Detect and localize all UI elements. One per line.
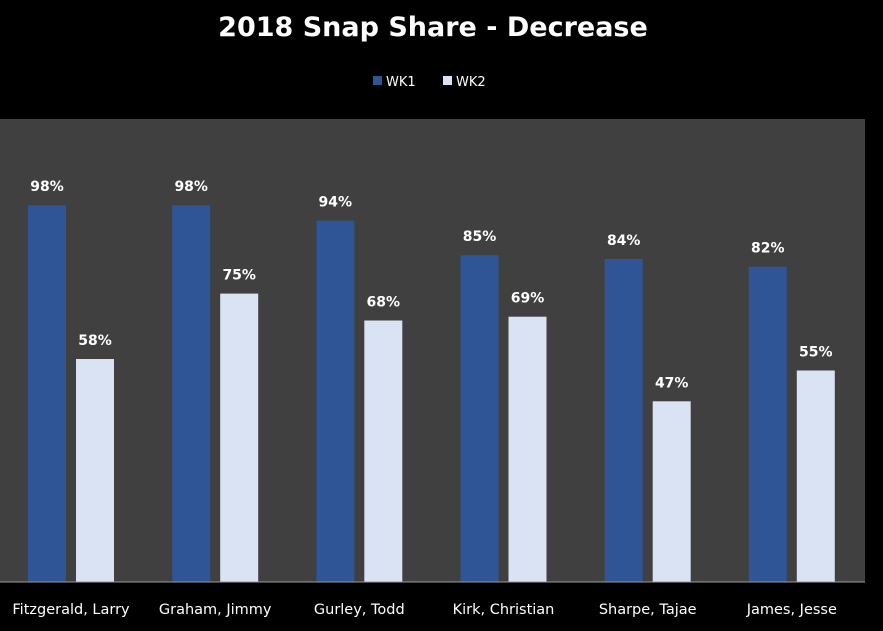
- bar-wk2-3: [508, 316, 547, 582]
- bars-group: [28, 205, 835, 582]
- plot-area: [0, 119, 865, 582]
- bar-wk2-4: [652, 401, 691, 582]
- data-label-wk2-0: 58%: [78, 333, 112, 349]
- bar-wk2-2: [364, 320, 403, 582]
- data-label-wk1-1: 98%: [174, 179, 208, 195]
- legend-swatch-wk1: [373, 76, 382, 85]
- legend-swatch-wk2: [443, 76, 452, 85]
- data-label-wk1-5: 82%: [751, 241, 785, 257]
- bar-wk1-4: [604, 259, 643, 582]
- legend-label-wk1: WK1: [386, 75, 416, 90]
- data-label-wk2-1: 75%: [222, 268, 256, 284]
- data-label-wk2-5: 55%: [799, 345, 833, 361]
- data-labels-group: 98% 58% 98% 75% 94% 68% 85% 69% 84% 47% 82% 55%: [30, 179, 832, 391]
- x-tick-label-5: James, Jesse: [746, 602, 837, 618]
- x-tick-label-1: Graham, Jimmy: [159, 602, 272, 618]
- bar-wk1-5: [748, 266, 787, 582]
- chart-title: 2018 Snap Share - Decrease: [218, 12, 648, 43]
- data-label-wk1-0: 98%: [30, 179, 64, 195]
- x-axis-tick-labels: Fitzgerald, Larry Graham, Jimmy Gurley, To…: [12, 602, 837, 618]
- data-label-wk2-4: 47%: [655, 375, 689, 391]
- legend-label-wk2: WK2: [456, 75, 486, 90]
- bar-wk1-0: [28, 205, 66, 582]
- x-tick-label-2: Gurley, Todd: [314, 602, 405, 618]
- bar-wk1-2: [316, 220, 355, 582]
- legend: WK1 WK2: [373, 75, 486, 90]
- x-tick-label-3: Kirk, Christian: [453, 602, 555, 618]
- data-label-wk1-2: 94%: [319, 195, 353, 211]
- data-label-wk1-3: 85%: [463, 229, 497, 245]
- data-label-wk1-4: 84%: [607, 233, 641, 249]
- bar-wk1-3: [460, 255, 499, 582]
- x-tick-label-4: Sharpe, Tajae: [599, 602, 697, 618]
- bar-wk2-1: [220, 293, 259, 582]
- data-label-wk2-3: 69%: [511, 291, 545, 307]
- data-label-wk2-2: 68%: [367, 295, 401, 311]
- bar-wk2-5: [796, 370, 835, 582]
- x-tick-label-0: Fitzgerald, Larry: [12, 602, 130, 618]
- bar-wk1-1: [172, 205, 211, 582]
- bar-wk2-0: [76, 359, 114, 582]
